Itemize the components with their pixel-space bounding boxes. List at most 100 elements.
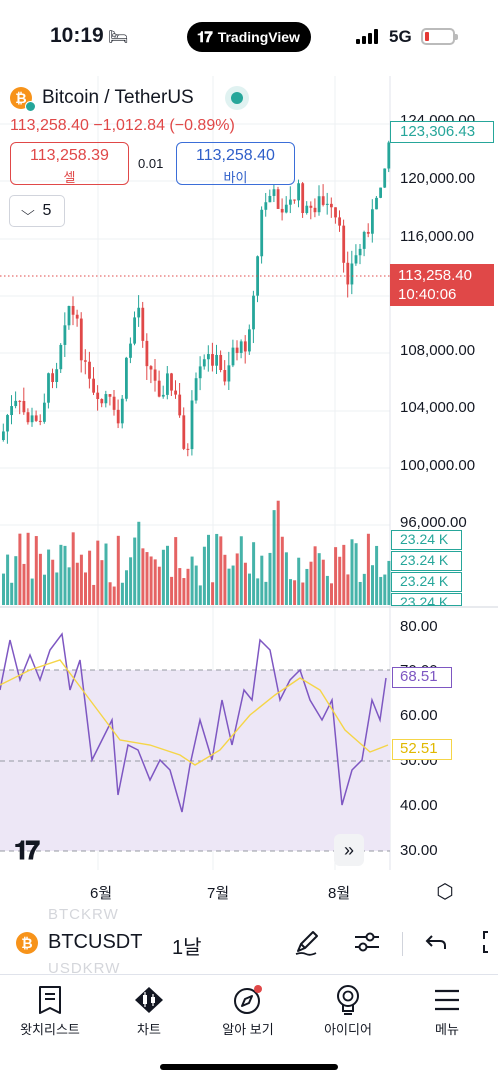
candle-body: [276, 189, 280, 209]
home-indicator: [160, 1064, 338, 1070]
volume-bar: [215, 533, 219, 605]
nav-label: 메뉴: [435, 1022, 459, 1037]
candle-body: [75, 314, 79, 319]
rsi-axis-label: 70.00: [400, 662, 438, 679]
candle-body: [186, 448, 190, 450]
volume-bar: [55, 572, 59, 605]
undo-icon[interactable]: [422, 927, 452, 957]
volume-bar: [88, 550, 92, 605]
fullscreen-icon[interactable]: [478, 927, 498, 957]
candle-body: [92, 378, 95, 393]
rsi-axis-label: 80.00: [400, 618, 438, 635]
rsi-axis-label: 40.00: [400, 797, 438, 814]
price-axis-label: 100,000.00: [400, 457, 476, 474]
volume-bar: [194, 565, 198, 605]
candle-body: [43, 402, 46, 422]
candle-body: [198, 366, 202, 379]
indicators-sliders-icon[interactable]: [352, 927, 382, 957]
volume-bar: [223, 554, 227, 605]
volume-bar: [153, 559, 157, 605]
price-axis-label: 104,000.00: [400, 399, 476, 416]
candle-body: [47, 373, 50, 403]
volume-bar: [67, 567, 71, 605]
volume-bar: [6, 554, 10, 605]
volume-bar: [170, 576, 174, 605]
candle-body: [182, 415, 186, 449]
candle-body: [354, 255, 358, 264]
volume-bar: [10, 582, 14, 605]
nav-explore[interactable]: 알아 보기: [198, 983, 298, 1038]
volume-bar: [342, 544, 346, 605]
volume-bar: [51, 559, 55, 605]
candle-body: [141, 307, 145, 341]
candle-body: [104, 394, 108, 404]
nav-chart[interactable]: 차트: [99, 983, 199, 1038]
candle-body: [125, 357, 128, 399]
sell-button[interactable]: 113,258.39 셀: [10, 142, 129, 185]
volume-bar: [305, 568, 309, 605]
volume-bar: [174, 537, 178, 605]
candle-body: [63, 325, 67, 345]
candle-body: [235, 347, 239, 353]
volume-bar: [379, 576, 383, 605]
volume-bar: [321, 559, 325, 605]
candle-body: [330, 203, 333, 208]
candle-body: [18, 400, 22, 402]
volume-bar: [96, 540, 100, 605]
chart-icon: [99, 983, 199, 1017]
volume-bar: [338, 556, 342, 605]
candle-body: [334, 207, 337, 218]
volume-bar: [371, 565, 374, 605]
scroll-to-realtime-button[interactable]: »: [334, 834, 364, 866]
indicator-collapse-dropdown[interactable]: ⌵ 5: [9, 195, 65, 227]
buy-button[interactable]: 113,258.40 바이: [176, 142, 295, 185]
watchlist-icon: [0, 983, 100, 1017]
volume-bar: [18, 533, 22, 605]
volume-bar: [284, 552, 288, 605]
candle-body: [301, 183, 305, 213]
nav-ideas[interactable]: 아이디어: [298, 983, 398, 1038]
candle-body: [321, 196, 325, 205]
volume-bar: [145, 552, 149, 605]
chevron-down-icon: ⌵: [20, 203, 35, 218]
volume-bar: [100, 560, 104, 605]
volume-bar: [289, 579, 292, 605]
candle-body: [239, 341, 243, 353]
candle-body: [100, 399, 104, 404]
volume-bar: [293, 580, 297, 605]
candle-body: [38, 420, 42, 422]
nav-menu[interactable]: 메뉴: [397, 983, 497, 1038]
volume-bar: [231, 565, 235, 605]
high-price-tag: 123,306.43: [390, 121, 494, 143]
double-chevron-right-icon: »: [343, 839, 354, 860]
drawing-pen-icon[interactable]: [292, 927, 322, 957]
volume-bar: [75, 562, 79, 605]
rsi-axis-label: 60.00: [400, 707, 438, 724]
volume-bar: [276, 500, 280, 605]
symbol-header[interactable]: ₿ Bitcoin / TetherUS: [10, 86, 194, 112]
symbol-selector[interactable]: BTCUSDT: [48, 931, 143, 953]
chart-settings-icon[interactable]: ⬡: [436, 881, 454, 903]
volume-tag: 23.24 K: [391, 530, 462, 550]
volume-bar: [26, 532, 30, 605]
candle-body: [30, 415, 34, 423]
candle-body: [133, 317, 136, 344]
candle-body: [375, 197, 378, 210]
volume-bar: [202, 546, 206, 605]
candle-body: [88, 361, 91, 379]
candle-body: [178, 394, 182, 416]
candle-body: [10, 406, 13, 416]
last-price-tag: 113,258.40 10:40:06: [390, 264, 494, 306]
volume-bar: [190, 556, 194, 605]
candle-body: [174, 390, 177, 395]
candle-body: [153, 369, 157, 381]
buy-price: 113,258.40: [196, 147, 275, 164]
volume-bar: [301, 582, 305, 605]
nav-watchlist[interactable]: 왓치리스트: [0, 983, 100, 1038]
interval-selector[interactable]: 1날: [172, 937, 202, 959]
candle-body: [170, 373, 173, 391]
status-bar: 10:19 🛏 𝟏𝟕 TradingView 5G: [0, 0, 498, 76]
candle-body: [2, 431, 5, 440]
candle-body: [293, 199, 296, 201]
nav-label: 왓치리스트: [20, 1022, 80, 1037]
